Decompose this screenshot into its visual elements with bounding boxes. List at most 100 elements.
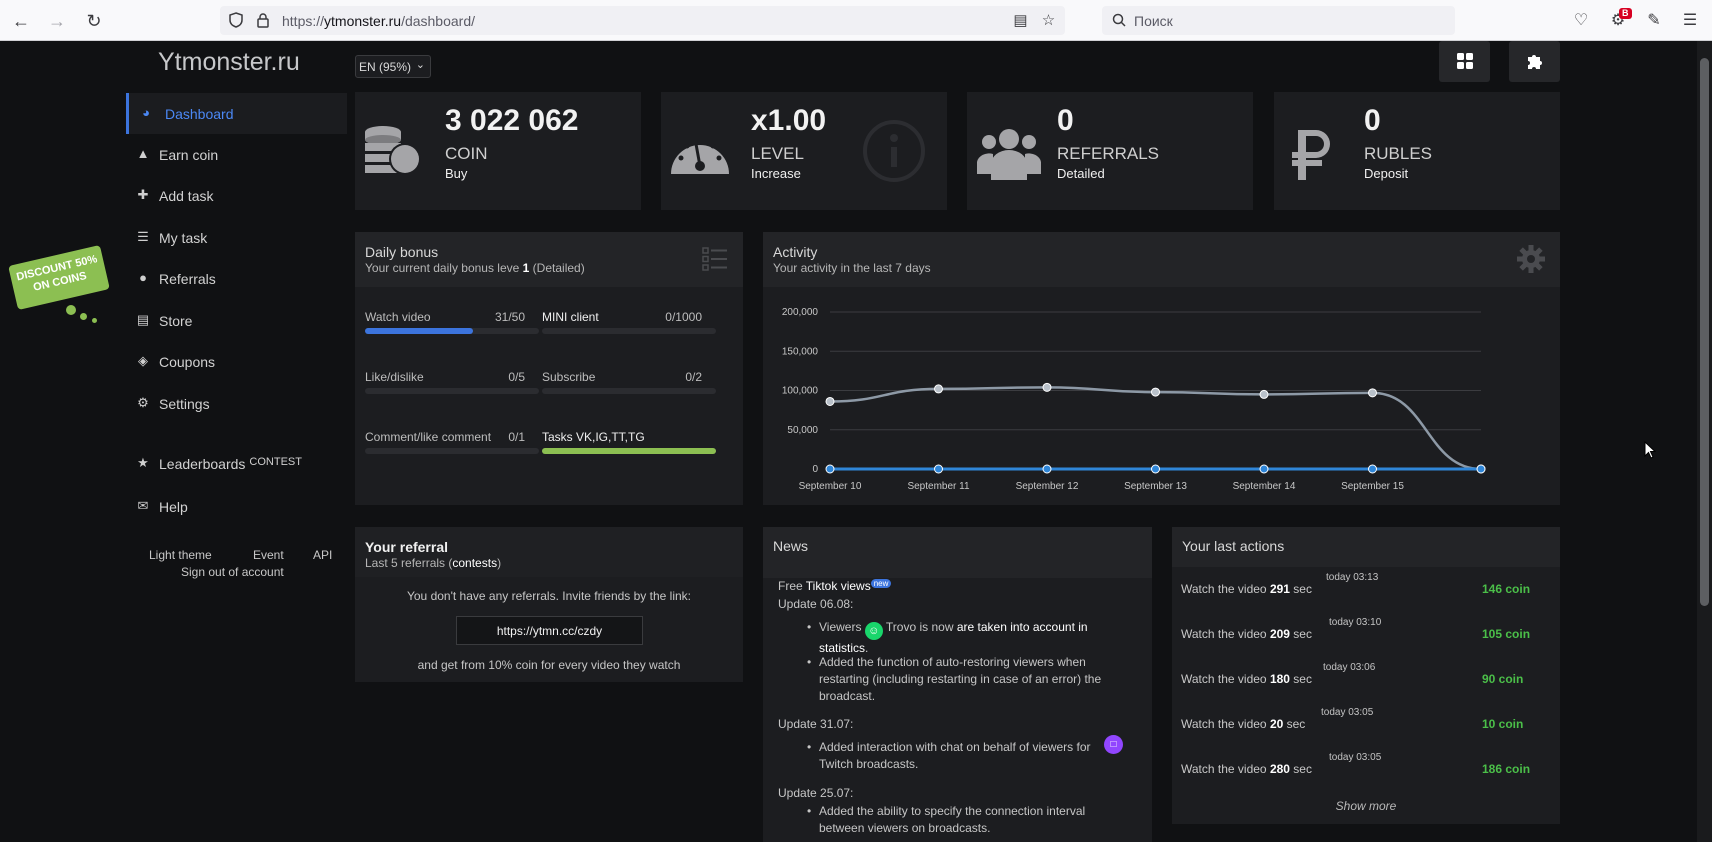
- data-point: [1151, 387, 1160, 397]
- news-bold-text: are taken into account in statistics: [819, 620, 1088, 655]
- coin-label: COIN: [445, 144, 488, 163]
- activity-panel: Activity Your activity in the last 7 day…: [763, 232, 1560, 505]
- shield-icon[interactable]: [229, 12, 243, 28]
- action-time: today 03:05: [1321, 707, 1374, 718]
- reload-icon[interactable]: ↻: [86, 11, 102, 31]
- puzzle-icon: [1528, 55, 1542, 69]
- news-title: News: [773, 538, 809, 554]
- action-text: Watch the video 20 sec: [1181, 717, 1305, 731]
- referrals-card: 0 REFERRALS Detailed: [967, 92, 1253, 210]
- data-point: [1368, 464, 1377, 474]
- bonus-level: 1: [522, 261, 530, 275]
- search-bar[interactable]: Поиск: [1102, 6, 1455, 35]
- bookmark-star-icon[interactable]: ☆: [1041, 12, 1056, 29]
- thumbs-up-icon: ▲: [136, 146, 150, 161]
- sidebar-item-add-task[interactable]: ✚ Add task: [126, 175, 347, 216]
- sign-out-link[interactable]: Sign out of account: [181, 565, 284, 579]
- url-bar[interactable]: https://ytmonster.ru/dashboard/ ☆ ▤: [220, 6, 1065, 35]
- contest-badge: CONTEST: [249, 456, 302, 468]
- site-logo[interactable]: Ytmonster.ru: [158, 48, 300, 76]
- data-point: [825, 396, 835, 406]
- back-arrow-icon[interactable]: ←: [12, 11, 30, 31]
- extension-button[interactable]: [1509, 41, 1560, 82]
- bonus-progress-bar: [365, 388, 539, 394]
- info-icon[interactable]: [862, 119, 926, 183]
- activity-title: Activity: [773, 244, 818, 260]
- sidebar-item-my-task[interactable]: ☰ My task: [126, 217, 347, 258]
- users-icon: ●: [139, 270, 147, 285]
- coin-card: 3 022 062 COIN Buy: [355, 92, 641, 210]
- gear-icon[interactable]: [1516, 244, 1546, 274]
- pocket-icon[interactable]: ♡: [1573, 12, 1589, 29]
- update-date: Update 06.08:: [778, 597, 854, 611]
- referral-link-field[interactable]: https://ytmn.cc/czdy: [456, 616, 643, 645]
- trovo-icon: ☺: [864, 622, 883, 640]
- deposit-link[interactable]: Deposit: [1364, 166, 1409, 181]
- url-text[interactable]: https://ytmonster.ru/dashboard/: [282, 13, 475, 29]
- panel-header: Activity Your activity in the last 7 day…: [763, 232, 1560, 287]
- daily-bonus-panel: Daily bonus Your current daily bonus lev…: [355, 232, 743, 505]
- detailed-link[interactable]: Detailed: [1057, 166, 1105, 181]
- buy-link[interactable]: Buy: [445, 166, 468, 181]
- bonus-task-count: 0/2: [685, 370, 702, 384]
- data-point: [1042, 464, 1052, 474]
- sidebar-item-store[interactable]: ▤ Store: [126, 300, 347, 341]
- discount-dot: [66, 305, 76, 315]
- users-icon: [977, 129, 1041, 180]
- increase-link[interactable]: Increase: [751, 166, 801, 181]
- contests-link[interactable]: contests: [452, 556, 498, 570]
- referrals-label: REFERRALS: [1057, 144, 1160, 163]
- action-seconds: 20: [1269, 717, 1284, 731]
- action-seconds: 209: [1269, 627, 1290, 641]
- action-coin: 146 coin: [1482, 582, 1531, 596]
- show-more-link[interactable]: Show more: [1335, 799, 1397, 813]
- update-date: Update 31.07:: [778, 717, 854, 731]
- sidebar-item-dashboard[interactable]: ◕ Dashboard: [126, 93, 347, 134]
- news-panel: News Free Tiktok views new Update 06.08: …: [763, 527, 1152, 842]
- y-tick-label: 0: [812, 464, 818, 475]
- sidebar-item-leaderboards[interactable]: ★ Leaderboards CONTEST: [126, 443, 347, 484]
- extensions-puzzle-icon[interactable]: ✎: [1647, 12, 1661, 29]
- action-unit: sec: [1289, 627, 1312, 641]
- action-row: Watch the video 280 sec today 03:05 186 co…: [1181, 752, 1551, 782]
- scrollbar-thumb[interactable]: [1700, 58, 1709, 606]
- reader-view-icon[interactable]: ▤: [1013, 12, 1028, 29]
- detailed-link[interactable]: (Detailed): [529, 261, 585, 275]
- widgets-button[interactable]: [1439, 41, 1490, 82]
- forward-arrow-icon[interactable]: →: [48, 11, 66, 31]
- tiktok-views-link[interactable]: Tiktok views: [805, 579, 871, 593]
- update-date: Update 25.07:: [778, 786, 854, 800]
- sidebar-item-settings[interactable]: ⚙ Settings: [126, 383, 347, 424]
- api-link[interactable]: API: [313, 548, 333, 562]
- action-unit: sec: [1289, 762, 1312, 776]
- bonus-task-count: 0/1: [508, 430, 525, 444]
- light-theme-link[interactable]: Light theme: [149, 548, 212, 562]
- panel-header: Your referral Last 5 referrals (contests…: [355, 527, 743, 577]
- lock-icon[interactable]: [256, 12, 270, 28]
- ruble-icon: [1292, 130, 1330, 180]
- bonus-progress-bar: [542, 448, 716, 454]
- sidebar-item-coupons[interactable]: ◈ Coupons: [126, 341, 347, 382]
- rubles-card: 0 RUBLES Deposit: [1274, 92, 1560, 210]
- action-text: Watch the video 209 sec: [1181, 627, 1312, 641]
- news-text: Added interaction with chat on behalf of…: [819, 740, 1091, 771]
- sidebar-item-earn-coin[interactable]: ▲ Earn coin: [126, 134, 347, 175]
- action-time: today 03:06: [1323, 662, 1376, 673]
- menu-hamburger-icon[interactable]: ☰: [1682, 12, 1698, 29]
- daily-bonus-title: Daily bonus: [365, 244, 439, 260]
- action-unit: sec: [1283, 717, 1306, 731]
- sidebar-item-help[interactable]: ✉ Help: [126, 486, 347, 527]
- news-bullet: • Added the function of auto-restoring v…: [807, 655, 1102, 703]
- subtitle-text: ): [497, 556, 502, 570]
- list-icon[interactable]: [702, 246, 728, 272]
- data-point: [825, 464, 835, 474]
- action-coin: 10 coin: [1482, 717, 1524, 731]
- sidebar-item-referrals[interactable]: ● Referrals: [126, 258, 347, 299]
- sidebar-item-label: Add task: [159, 188, 214, 204]
- panel-header: News: [763, 527, 1152, 578]
- action-seconds: 280: [1269, 762, 1290, 776]
- x-tick-label: September 15: [1341, 481, 1404, 492]
- event-link[interactable]: Event: [253, 548, 284, 562]
- language-select[interactable]: EN (95%) ⌄: [355, 55, 431, 78]
- action-seconds: 180: [1269, 672, 1290, 686]
